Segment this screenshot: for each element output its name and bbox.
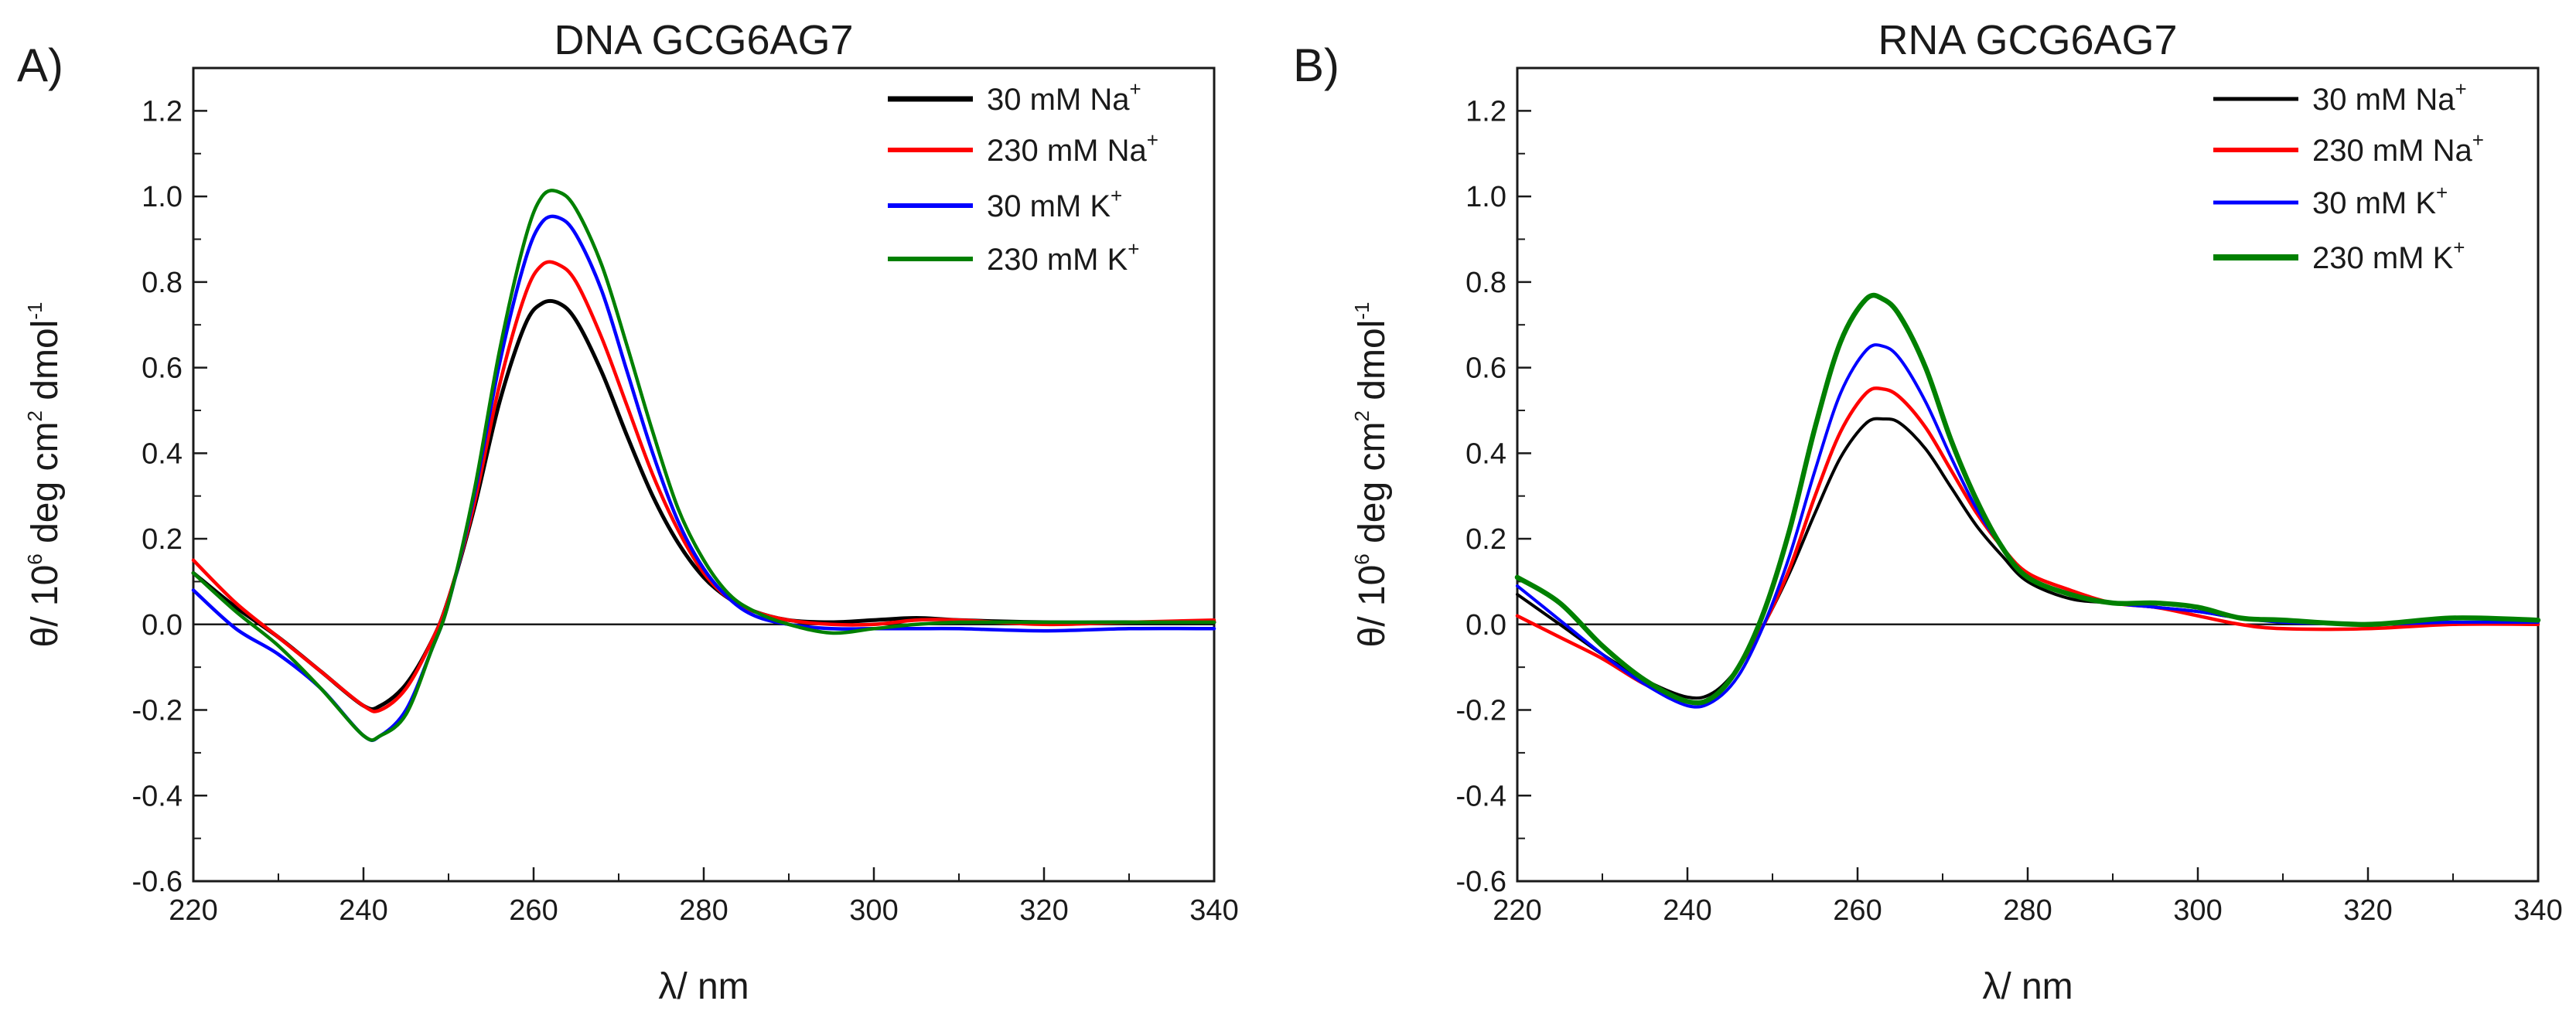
chart-panel-dna: A) DNA GCG6AG7 220 240 260 280 300 320 340 -0.6… xyxy=(17,17,1239,1007)
x-axis-title: λ/ nm xyxy=(658,966,749,1007)
y-tick-label: 1.0 xyxy=(1465,181,1506,213)
axis-ticks: 220 240 260 280 300 320 340 -0.6 -0.4 -0.2 0.0 0.2 0… xyxy=(1456,95,2563,927)
panel-label: B) xyxy=(1293,39,1339,91)
x-tick-label: 220 xyxy=(1493,894,1541,927)
legend-label: 30 mM Na+ xyxy=(2312,77,2467,117)
plot-area: 220 240 260 280 300 320 340 -0.6 -0.4 -0.2 0.0 0.2 0… xyxy=(1456,66,2563,927)
legend-entry: 30 mM Na+ xyxy=(2213,77,2467,117)
y-tick-label: 0.6 xyxy=(1465,352,1506,385)
series-line xyxy=(191,189,1216,742)
y-tick-label: -0.6 xyxy=(1456,866,1506,898)
legend-label: 230 mM K+ xyxy=(2312,236,2465,275)
legend-entry: 30 mM K+ xyxy=(2213,181,2448,220)
x-tick-label: 300 xyxy=(849,894,898,927)
legend-label: 30 mM K+ xyxy=(987,184,1122,223)
series-line xyxy=(191,298,1216,711)
data-series xyxy=(1514,292,2541,709)
x-tick-label: 340 xyxy=(2513,894,2562,927)
legend-label: 230 mM Na+ xyxy=(2312,128,2484,168)
y-tick-label: 0.6 xyxy=(142,352,183,385)
y-axis-title: θ/ 106 deg cm2 dmol-1 xyxy=(1350,302,1393,648)
y-tick-label: 0.0 xyxy=(142,609,183,642)
series-line xyxy=(1515,386,2540,705)
y-tick-label: 0.4 xyxy=(1465,438,1506,470)
y-tick-label: -0.2 xyxy=(1456,695,1506,727)
y-tick-label: -0.4 xyxy=(132,780,183,812)
y-tick-label: 0.2 xyxy=(142,523,183,556)
y-tick-label: -0.4 xyxy=(1456,780,1506,812)
legend-label: 30 mM Na+ xyxy=(987,77,1141,117)
x-tick-label: 320 xyxy=(1019,894,1068,927)
y-tick-label: 0.0 xyxy=(1465,609,1506,642)
y-tick-label: 0.4 xyxy=(142,438,183,470)
legend-entry: 230 mM Na+ xyxy=(2213,128,2484,168)
legend-entry: 30 mM Na+ xyxy=(888,77,1141,117)
x-tick-label: 320 xyxy=(2343,894,2392,927)
series-line xyxy=(1516,343,2540,709)
y-tick-label: 1.2 xyxy=(1465,95,1506,128)
legend: 30 mM Na+ 230 mM Na+ 30 mM K+ 230 mM K+ xyxy=(888,77,1158,277)
plot-area: 220 240 260 280 300 320 340 -0.6 -0.4 -0.2 0.0 0.2 0… xyxy=(132,66,1239,927)
x-tick-label: 300 xyxy=(2173,894,2222,927)
y-tick-label: 1.2 xyxy=(142,95,183,128)
chart-panel-rna: B) RNA GCG6AG7 220 240 260 280 300 320 340 -0.6… xyxy=(1293,17,2563,1007)
chart-title: RNA GCG6AG7 xyxy=(1878,17,2177,63)
y-tick-label: -0.2 xyxy=(132,695,183,727)
y-tick-label: 0.8 xyxy=(1465,267,1506,299)
legend-entry: 230 mM K+ xyxy=(2213,236,2465,275)
panel-label: A) xyxy=(17,39,63,91)
x-tick-label: 340 xyxy=(1189,894,1238,927)
x-tick-label: 260 xyxy=(1833,894,1882,927)
series-line xyxy=(1514,292,2541,706)
series-line xyxy=(1516,417,2540,700)
x-tick-label: 240 xyxy=(1663,894,1711,927)
y-axis-title: θ/ 106 deg cm2 dmol-1 xyxy=(23,302,66,648)
y-tick-label: 0.2 xyxy=(1465,523,1506,556)
y-tick-label: 0.8 xyxy=(142,267,183,299)
series-line xyxy=(191,214,1216,742)
y-tick-label: -0.6 xyxy=(132,866,183,898)
legend-label: 30 mM K+ xyxy=(2312,181,2448,220)
legend-entry: 230 mM K+ xyxy=(888,237,1139,277)
x-tick-label: 260 xyxy=(509,894,558,927)
x-tick-label: 280 xyxy=(679,894,728,927)
legend-label: 230 mM Na+ xyxy=(987,128,1158,168)
x-tick-label: 240 xyxy=(339,894,387,927)
y-tick-label: 1.0 xyxy=(142,181,183,213)
chart-title: DNA GCG6AG7 xyxy=(554,17,853,63)
data-series xyxy=(191,189,1216,742)
x-tick-label: 220 xyxy=(169,894,217,927)
x-tick-label: 280 xyxy=(2003,894,2052,927)
legend-label: 230 mM K+ xyxy=(987,237,1139,277)
series-line xyxy=(191,260,1216,713)
legend-entry: 230 mM Na+ xyxy=(888,128,1158,168)
axis-ticks: 220 240 260 280 300 320 340 -0.6 -0.4 -0.2 0.0 0.2 0… xyxy=(132,95,1239,927)
legend-entry: 30 mM K+ xyxy=(888,184,1122,223)
legend: 30 mM Na+ 230 mM Na+ 30 mM K+ 230 mM K+ xyxy=(2213,77,2484,275)
x-axis-title: λ/ nm xyxy=(1982,966,2073,1007)
